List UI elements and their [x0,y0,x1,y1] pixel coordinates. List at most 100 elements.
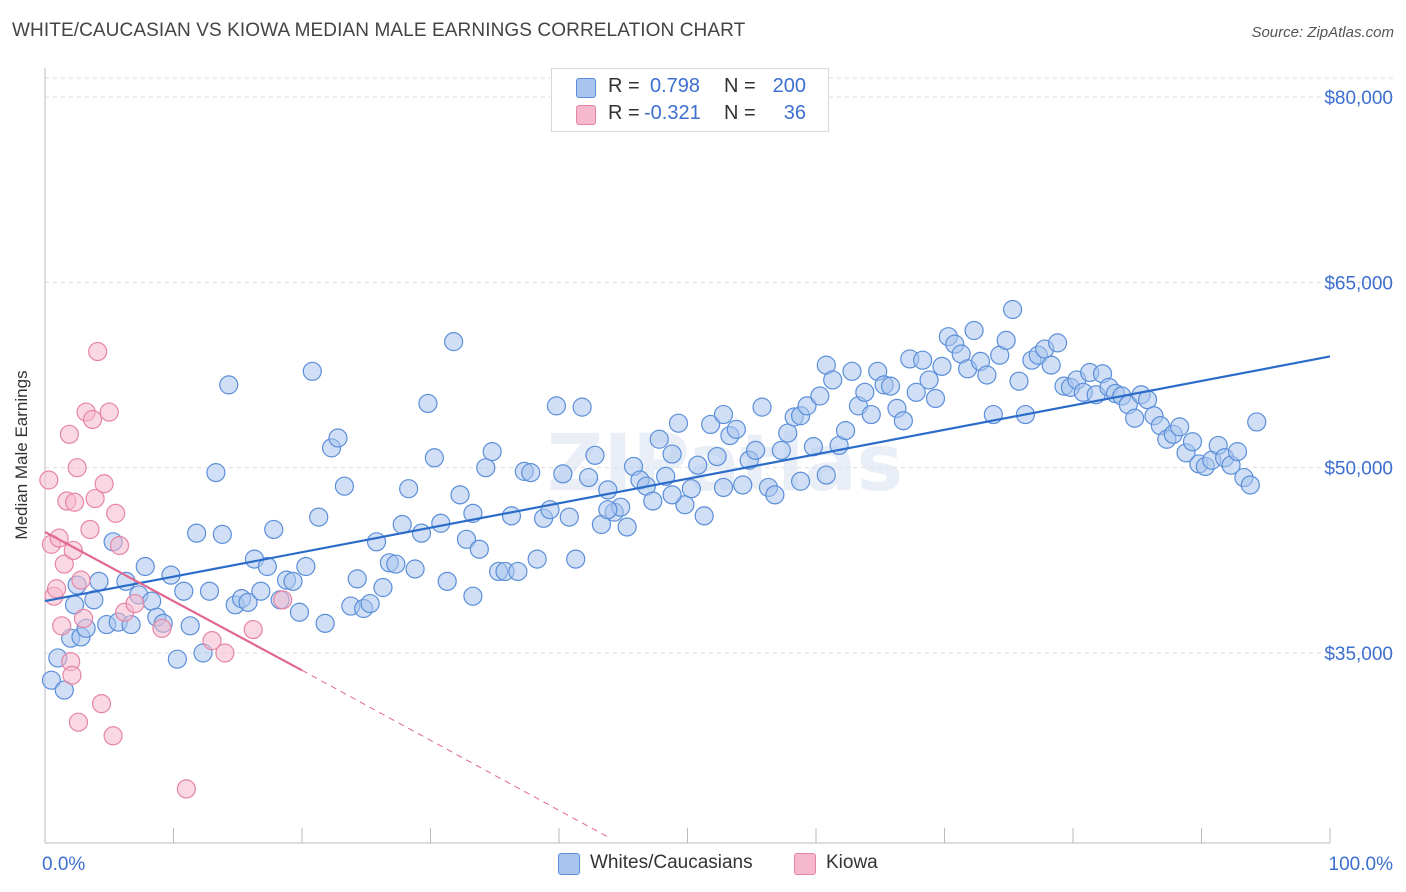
data-point-kiowa [94,474,114,494]
x-tick-label: 0.0% [42,854,85,875]
data-point-whites [41,670,62,690]
data-point-kiowa [67,458,87,478]
data-point-whites [906,382,926,402]
data-point-kiowa [88,341,108,362]
trend-line-kiowa [44,530,303,672]
data-point-whites [135,556,155,577]
data-point-whites [187,523,207,543]
data-point-whites [835,421,856,441]
data-point-whites [713,404,734,425]
data-point-whites [572,397,592,417]
data-point-whites [1227,442,1248,462]
data-point-whites [752,397,772,417]
data-point-whites [289,602,310,622]
data-point-whites [578,467,599,488]
data-point-kiowa [215,643,235,663]
data-point-whites [309,507,329,527]
y-tick-label: $50,000 [1324,459,1393,480]
data-point-kiowa [80,519,100,540]
data-point-whites [546,396,567,416]
data-point-kiowa [202,631,222,651]
data-point-whites [199,581,220,601]
data-point-whites [1247,412,1267,432]
data-point-whites [469,539,489,559]
data-point-whites [328,428,348,448]
data-point-whites [431,513,451,533]
data-point-whites [1009,371,1029,391]
data-point-whites [662,485,682,505]
legend-swatch-blue [576,78,596,98]
data-point-whites [790,471,811,491]
data-point-kiowa [46,579,67,599]
data-point-whites [399,479,419,499]
data-point-whites [54,680,74,700]
data-point-whites [810,386,830,406]
data-point-whites [501,506,522,526]
data-point-kiowa [152,618,172,638]
data-point-whites [996,330,1016,351]
n-value: 36 [783,102,806,124]
axes [44,68,1331,844]
legend-label-whites: Whites/Caucasians [590,852,753,873]
data-point-whites [206,463,226,483]
data-point-whites [444,332,464,352]
data-point-whites [411,523,432,543]
data-point-whites [476,458,496,478]
legend-label-kiowa: Kiowa [826,852,878,873]
data-point-whites [668,413,689,433]
data-point-whites [360,593,380,614]
data-point-whites [508,561,528,582]
data-point-whites [302,361,322,381]
data-point-whites [1240,475,1260,495]
data-point-whites [925,388,946,409]
data-point-kiowa [59,424,80,444]
data-point-whites [315,613,335,633]
n-label: N = [724,102,756,124]
data-point-kiowa [103,726,123,746]
data-point-whites [366,532,387,552]
data-point-whites [527,549,547,569]
data-point-kiowa [62,665,82,685]
data-point-whites [437,571,457,591]
data-point-whites [778,423,798,443]
data-point-kiowa [243,619,263,640]
data-point-kiowa [73,608,94,629]
data-point-whites [1041,355,1061,375]
data-point-whites [1170,417,1190,437]
data-point-whites [861,404,881,425]
stats-legend: R = 0.798 N = 200 R = -0.321 N = 36 [551,68,829,132]
data-point-kiowa [39,470,59,490]
data-point-kiowa [125,593,145,614]
data-point-whites [598,500,618,520]
data-point-whites [386,554,406,574]
n-label: N = [724,75,756,97]
data-point-whites [167,649,187,669]
data-point-whites [694,506,714,526]
data-point-whites [746,440,766,460]
data-point-whites [797,396,817,416]
data-point-whites [701,414,721,435]
data-point-whites [771,440,791,460]
data-point-whites [713,477,734,498]
r-label: R = [608,102,640,124]
data-point-whites [238,592,258,612]
data-point-whites [347,569,367,589]
data-point-whites [765,485,785,505]
tick-labels: $35,000 $50,000 $65,000 $80,000 0.0% 100.0% [42,88,1393,875]
legend-swatch-kiowa [794,853,816,875]
data-point-whites [880,376,901,396]
data-point-whites [1047,333,1068,353]
data-point-whites [257,556,277,577]
data-point-whites [617,517,637,537]
data-point-whites [913,350,933,370]
data-point-whites [373,577,393,598]
data-point-kiowa [71,570,91,590]
data-point-kiowa [99,402,119,422]
data-point-whites [251,581,271,601]
series-kiowa [39,341,293,799]
data-point-whites [855,382,875,402]
data-point-kiowa [85,488,105,509]
data-point-whites [264,519,284,540]
data-point-whites [842,361,862,381]
